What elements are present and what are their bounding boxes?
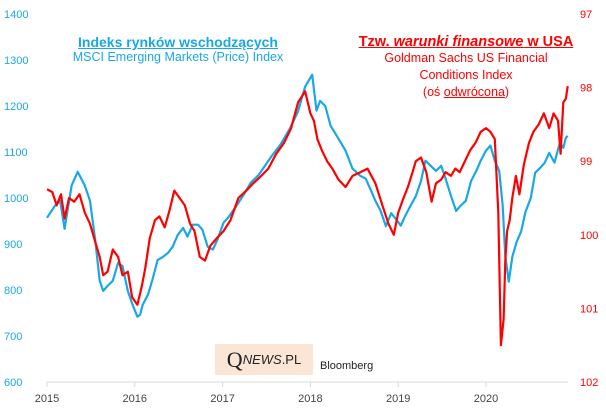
right-tick-label: 102 bbox=[580, 377, 598, 389]
left-series-title: Indeks rynków wschodzących MSCI Emerging… bbox=[58, 34, 298, 64]
right-tick-label: 99 bbox=[580, 156, 592, 168]
gs-fci-line bbox=[46, 85, 569, 347]
right-series-subtitle-2: Conditions Index bbox=[419, 68, 513, 82]
x-tick-label: 2020 bbox=[474, 393, 498, 405]
left-tick-label: 900 bbox=[4, 239, 22, 251]
x-axis-ticks bbox=[46, 382, 487, 387]
right-tick-label: 100 bbox=[580, 230, 598, 242]
logo-q: Q bbox=[226, 346, 243, 372]
left-series-subtitle: MSCI Emerging Markets (Price) Index bbox=[72, 50, 284, 64]
left-axis-labels: 600 700 800 900 1000 1100 1200 1300 1400 bbox=[4, 9, 28, 389]
heading-suffix: w USA bbox=[523, 34, 574, 50]
right-series-subtitle-1: Goldman Sachs US Financial bbox=[384, 51, 548, 65]
right-tick-label: 98 bbox=[580, 83, 592, 95]
right-tick-label: 101 bbox=[580, 303, 598, 315]
logo-pl: .PL bbox=[281, 352, 302, 367]
msci-em-line bbox=[46, 73, 569, 318]
left-tick-label: 600 bbox=[4, 377, 22, 389]
right-axis-labels: 97 98 99 100 101 102 bbox=[580, 9, 598, 389]
left-series-heading: Indeks rynków wschodzących bbox=[78, 34, 278, 50]
sub3-suffix: ) bbox=[504, 85, 510, 99]
left-tick-label: 1000 bbox=[4, 193, 28, 205]
source-label: Bloomberg bbox=[320, 360, 374, 372]
x-tick-label: 2016 bbox=[123, 393, 147, 405]
qnews-logo: Q NEWS .PL bbox=[215, 344, 313, 375]
logo-news: NEWS bbox=[242, 352, 282, 367]
right-series-heading: Tzw. warunki finansowe w USA bbox=[340, 34, 592, 50]
series-lines bbox=[46, 73, 569, 347]
right-tick-label: 97 bbox=[580, 9, 592, 21]
right-series-subtitle-3: (oś odwrócona) bbox=[340, 84, 592, 101]
left-tick-label: 1300 bbox=[4, 55, 28, 67]
heading-prefix: Tzw. bbox=[358, 34, 394, 50]
left-tick-label: 700 bbox=[4, 331, 22, 343]
sub3-prefix: (oś bbox=[422, 85, 444, 99]
sub3-underlined: odwrócona bbox=[443, 85, 505, 99]
left-tick-label: 800 bbox=[4, 285, 22, 297]
left-tick-label: 1100 bbox=[4, 147, 28, 159]
left-tick-label: 1400 bbox=[4, 9, 28, 21]
x-tick-label: 2019 bbox=[386, 393, 410, 405]
x-tick-label: 2015 bbox=[35, 393, 59, 405]
x-tick-label: 2017 bbox=[210, 393, 234, 405]
right-series-title: Tzw. warunki finansowe w USA Goldman Sac… bbox=[340, 34, 592, 101]
heading-italic: warunki finansowe bbox=[393, 34, 524, 50]
x-axis-labels: 2015 2016 2017 2018 2019 2020 bbox=[35, 393, 498, 405]
x-tick-label: 2018 bbox=[298, 393, 322, 405]
left-tick-label: 1200 bbox=[4, 101, 28, 113]
